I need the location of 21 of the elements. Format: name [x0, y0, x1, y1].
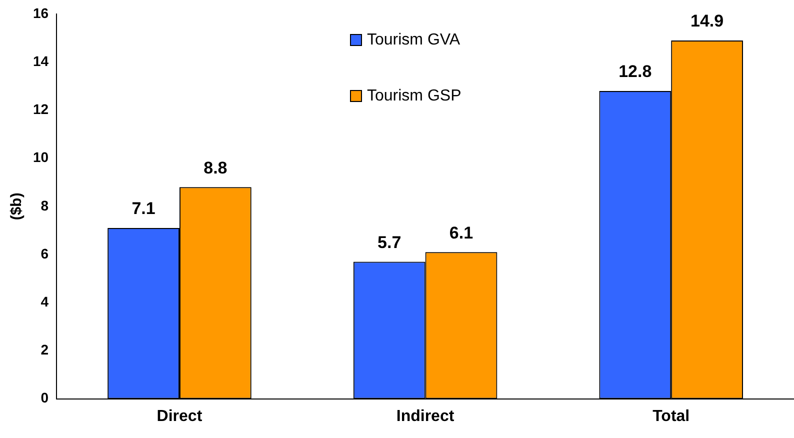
y-tick-label: 0: [40, 390, 49, 406]
y-tick-label: 16: [32, 4, 49, 21]
x-tick-label: Total: [652, 408, 690, 425]
y-tick-label: 12: [32, 101, 49, 118]
x-tick-label: Direct: [156, 408, 203, 425]
data-label: 12.8: [618, 62, 652, 82]
y-axis-title: ($b): [8, 192, 26, 220]
y-tick-label: 6: [40, 245, 49, 262]
legend-label: Tourism GVA: [367, 31, 460, 48]
legend-label: Tourism GSP: [367, 87, 462, 104]
y-tick-label: 14: [32, 52, 49, 69]
y-tick-label: 10: [32, 149, 49, 166]
data-label: 14.9: [690, 12, 724, 31]
y-tick-label: 2: [40, 342, 49, 358]
data-label: 8.8: [204, 158, 228, 178]
data-label: 7.1: [132, 199, 156, 218]
y-tick-label: 4: [40, 293, 49, 310]
y-tick-label: 8: [40, 197, 49, 214]
data-label: 6.1: [449, 223, 474, 242]
data-label: 5.7: [378, 232, 402, 252]
x-tick-label: Indirect: [396, 408, 455, 425]
